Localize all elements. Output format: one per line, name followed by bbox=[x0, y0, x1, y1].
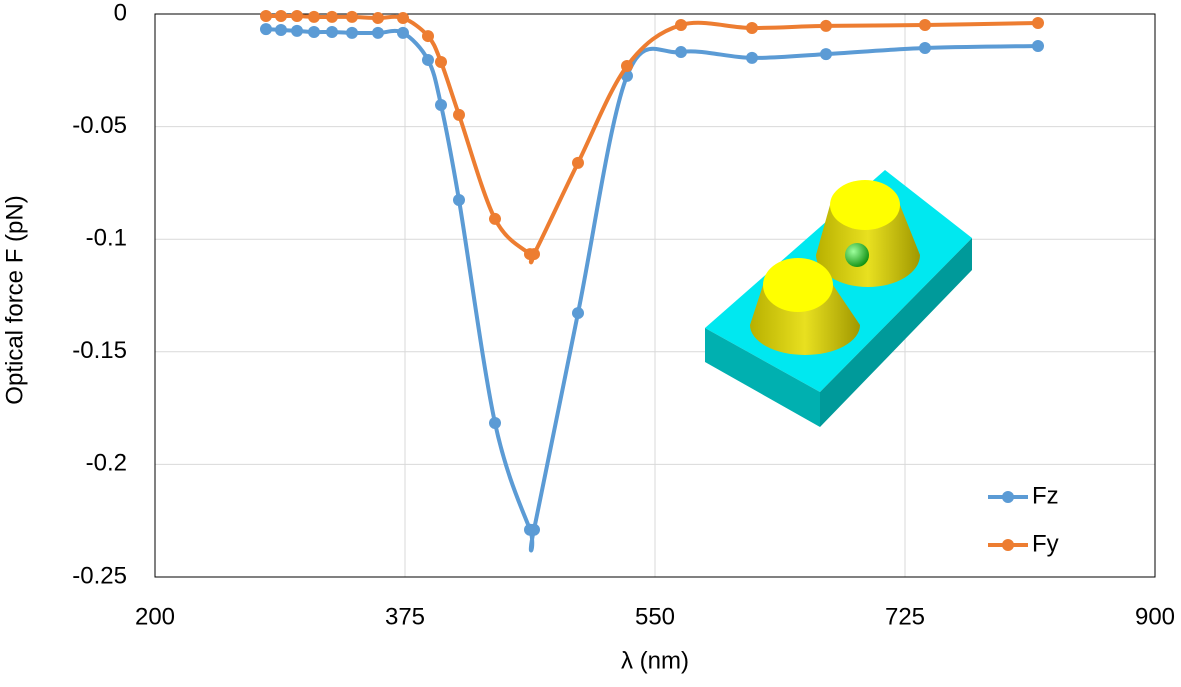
slab-front bbox=[705, 328, 820, 427]
data-point bbox=[453, 108, 465, 121]
x-tick-label: 900 bbox=[1135, 603, 1175, 630]
particle bbox=[845, 243, 869, 267]
slab-side bbox=[820, 238, 972, 427]
data-point bbox=[326, 26, 338, 39]
y-tick-label: -0.2 bbox=[86, 450, 127, 477]
data-point bbox=[746, 51, 758, 64]
data-point bbox=[291, 10, 303, 23]
data-point bbox=[326, 10, 338, 23]
x-tick-label: 200 bbox=[135, 603, 175, 630]
data-point bbox=[675, 19, 687, 32]
x-axis-label: λ (nm) bbox=[621, 647, 689, 674]
data-point bbox=[346, 26, 358, 39]
y-tick-label: 0 bbox=[114, 0, 127, 26]
data-point bbox=[820, 19, 832, 32]
data-point bbox=[422, 30, 434, 43]
data-point bbox=[346, 10, 358, 23]
data-point bbox=[489, 212, 501, 225]
data-point bbox=[275, 10, 287, 23]
data-point bbox=[1032, 39, 1044, 52]
data-point bbox=[528, 248, 540, 261]
data-point bbox=[291, 24, 303, 37]
y-tick-label: -0.05 bbox=[72, 112, 127, 139]
data-point bbox=[260, 23, 272, 36]
data-point bbox=[919, 42, 931, 55]
data-point bbox=[397, 12, 409, 25]
y-tick-label: -0.15 bbox=[72, 337, 127, 364]
data-point bbox=[422, 53, 434, 66]
y-tick-label: -0.1 bbox=[86, 225, 127, 252]
data-point bbox=[919, 19, 931, 32]
data-point bbox=[260, 10, 272, 23]
cone bbox=[816, 205, 920, 287]
inset-illustration bbox=[705, 170, 972, 427]
x-tick-label: 550 bbox=[635, 603, 675, 630]
data-point bbox=[308, 26, 320, 39]
data-point bbox=[308, 10, 320, 23]
data-point bbox=[572, 307, 584, 320]
data-point bbox=[435, 55, 447, 68]
data-point bbox=[675, 46, 687, 59]
data-point bbox=[453, 194, 465, 207]
legend-label: Fz bbox=[1032, 482, 1059, 509]
data-point bbox=[372, 26, 384, 39]
legend-marker bbox=[1002, 491, 1014, 503]
x-tick-label: 375 bbox=[385, 603, 425, 630]
legend-label: Fy bbox=[1032, 530, 1059, 557]
data-point bbox=[397, 26, 409, 39]
data-point bbox=[528, 523, 540, 536]
y-tick-label: -0.25 bbox=[72, 562, 127, 589]
cone-top bbox=[830, 180, 900, 230]
data-point bbox=[820, 48, 832, 61]
data-point bbox=[1032, 17, 1044, 30]
plot-frame bbox=[154, 13, 1156, 578]
data-point bbox=[372, 12, 384, 25]
data-point bbox=[435, 98, 447, 111]
cone-top bbox=[763, 258, 833, 312]
data-point bbox=[572, 156, 584, 169]
data-point bbox=[275, 23, 287, 36]
data-point bbox=[489, 416, 501, 429]
data-point bbox=[746, 21, 758, 34]
y-axis-label: Optical force F (pN) bbox=[1, 195, 28, 404]
x-tick-label: 725 bbox=[885, 603, 925, 630]
plot-area: -0.25 -0.2 -0.15 -0.1 -0.05 0 200 375 550 725 900 F… bbox=[72, 0, 1175, 630]
legend-marker bbox=[1002, 539, 1014, 551]
data-point bbox=[621, 60, 633, 73]
